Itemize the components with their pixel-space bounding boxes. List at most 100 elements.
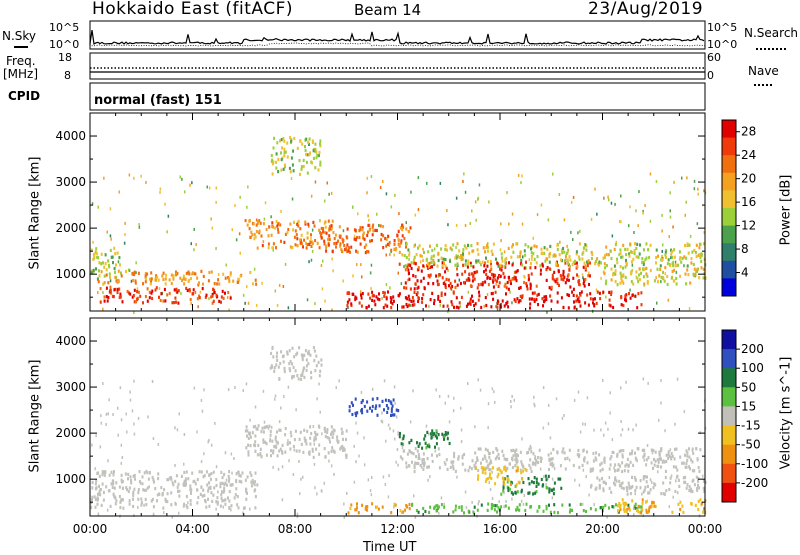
- power-cell: [94, 250, 97, 254]
- velocity-speckle: [120, 461, 122, 465]
- velocity-cell: [153, 480, 155, 484]
- velocity-speckle: [674, 422, 676, 426]
- velocity-cell: [275, 444, 278, 448]
- velocity-cell: [622, 449, 625, 453]
- velocity-speckle: [328, 459, 330, 463]
- velocity-cell: [537, 482, 540, 486]
- x-tick-label: 00:00: [688, 522, 723, 536]
- velocity-cell: [510, 491, 513, 495]
- velocity-cell: [184, 477, 187, 481]
- power-speckle: [390, 205, 393, 209]
- power-cell: [202, 282, 204, 286]
- velocity-cell: [429, 505, 432, 509]
- velocity-cell: [624, 502, 627, 506]
- velocity-speckle: [549, 436, 552, 440]
- velocity-cell: [277, 365, 280, 369]
- velocity-cell: [109, 504, 112, 508]
- velocity-cell: [617, 463, 620, 467]
- power-cell: [500, 303, 502, 307]
- power-cell: [319, 234, 322, 238]
- velocity-cell: [435, 509, 438, 513]
- power-cell: [371, 233, 374, 237]
- velocity-speckle: [448, 420, 451, 424]
- power-cell: [437, 258, 440, 263]
- velocity-speckle: [487, 426, 489, 430]
- velocity-cell: [670, 451, 673, 456]
- power-cell: [467, 302, 469, 306]
- velocity-speckle: [547, 403, 550, 407]
- power-speckle: [605, 295, 607, 299]
- velocity-cell: [585, 509, 587, 514]
- velocity-cell: [137, 491, 140, 495]
- power-cell: [222, 272, 225, 276]
- power-cell: [503, 304, 506, 308]
- velocity-cell: [652, 466, 654, 470]
- power-cell: [523, 280, 526, 285]
- power-speckle: [464, 224, 467, 227]
- velocity-cell: [691, 447, 694, 451]
- power-cell: [370, 239, 373, 243]
- velocity-speckle: [478, 500, 480, 503]
- power-speckle: [511, 301, 513, 305]
- power-cell: [642, 248, 645, 252]
- power-cell: [482, 246, 485, 250]
- velocity-cell: [309, 353, 312, 357]
- power-cell: [596, 257, 599, 261]
- power-cell: [350, 245, 353, 249]
- velocity-cell: [704, 480, 707, 484]
- power-cell: [314, 147, 317, 151]
- velocity-cell: [628, 506, 631, 510]
- power-cell: [293, 235, 296, 239]
- velocity-cell: [384, 398, 387, 402]
- velocity-cell: [540, 477, 543, 482]
- power-cell: [253, 232, 256, 237]
- velocity-cell: [507, 506, 510, 510]
- velocity-cell: [423, 461, 426, 465]
- power-cell: [136, 298, 139, 302]
- velocity-cell: [452, 460, 455, 464]
- velocity-cell: [265, 453, 268, 457]
- velocity-cell: [507, 486, 510, 490]
- power-cell: [144, 272, 147, 276]
- power-cell: [691, 250, 694, 254]
- velocity-cell: [428, 445, 431, 449]
- power-cell: [699, 242, 702, 246]
- velocity-cell: [436, 436, 438, 440]
- velocity-cell: [98, 484, 100, 488]
- velocity-cell: [110, 482, 113, 486]
- power-cell: [362, 233, 364, 237]
- velocity-cell: [273, 445, 276, 449]
- power-cell: [526, 287, 529, 291]
- velocity-cell: [517, 480, 520, 484]
- velocity-cell: [347, 511, 350, 515]
- velocity-cell: [415, 508, 418, 513]
- velocity-cell: [246, 475, 249, 479]
- velocity-cell: [489, 472, 491, 476]
- velocity-cell: [317, 360, 320, 364]
- power-cell: [525, 282, 528, 286]
- velocity-cell: [327, 451, 330, 455]
- velocity-cell: [262, 430, 265, 434]
- power-cell: [99, 287, 102, 291]
- velocity-cell: [249, 431, 252, 435]
- power-cell: [305, 152, 308, 157]
- power-cell: [306, 243, 309, 247]
- velocity-cell: [519, 450, 522, 454]
- velocity-speckle: [338, 379, 340, 383]
- power-cell: [492, 291, 494, 295]
- velocity-cell: [534, 491, 537, 495]
- velocity-speckle: [125, 412, 127, 416]
- power-speckle: [194, 290, 197, 294]
- power-speckle: [508, 222, 510, 226]
- power-cell: [275, 152, 278, 156]
- freq-left-tick-top: 18: [58, 51, 72, 64]
- power-speckle: [314, 180, 317, 184]
- power-cell: [456, 242, 459, 246]
- power-cell: [579, 293, 582, 297]
- power-cell: [402, 305, 405, 309]
- power-cell: [586, 260, 588, 264]
- velocity-cell: [295, 353, 298, 357]
- velocity-cell: [536, 509, 539, 513]
- power-cell: [414, 282, 417, 286]
- power-cell: [639, 243, 641, 247]
